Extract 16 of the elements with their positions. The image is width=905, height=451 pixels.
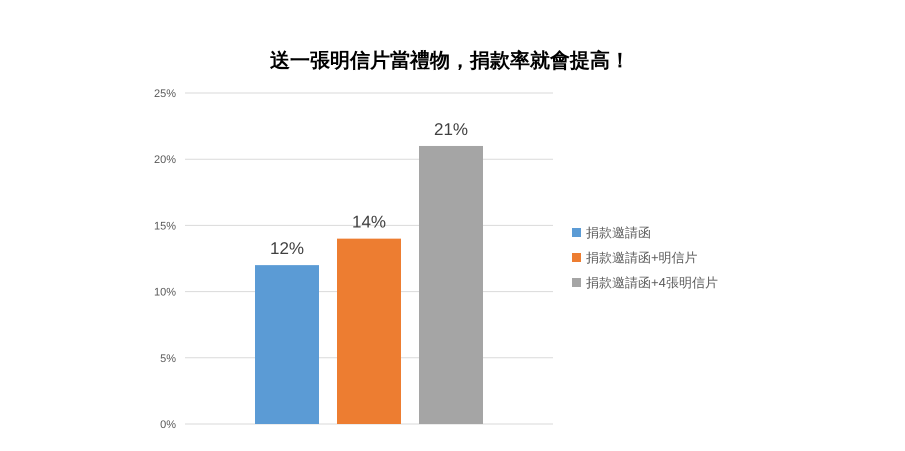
data-label: 14% [352, 212, 386, 232]
y-tick-label: 15% [154, 220, 176, 232]
data-label: 12% [270, 239, 304, 258]
y-tick-label: 10% [154, 286, 176, 299]
y-tick-label: 5% [160, 352, 176, 365]
y-tick-label: 0% [160, 419, 176, 431]
chart-title: 送一張明信片當禮物，捐款率就會提高！ [269, 49, 630, 72]
data-label: 21% [434, 120, 468, 139]
bar [255, 265, 319, 424]
legend-label: 捐款邀請函+4張明信片 [586, 275, 718, 290]
y-tick-label: 25% [154, 88, 176, 100]
bar [419, 146, 483, 424]
y-tick-label: 20% [154, 154, 176, 166]
legend-label: 捐款邀請函 [586, 225, 651, 240]
legend-label: 捐款邀請函+明信片 [586, 250, 698, 265]
bar [337, 238, 401, 424]
